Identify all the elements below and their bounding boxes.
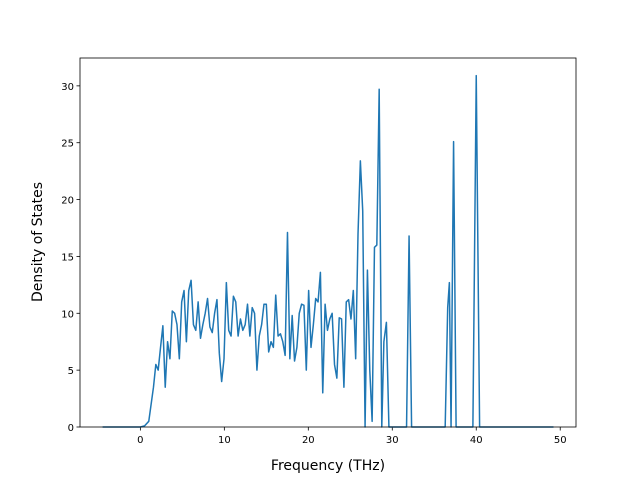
x-tick-label: 10 (218, 435, 231, 446)
x-tick-label: 0 (137, 435, 143, 446)
y-tick-label: 25 (61, 139, 74, 150)
y-tick-label: 5 (68, 366, 74, 377)
y-axis-title: Density of States (30, 182, 46, 302)
data-line (102, 74, 554, 428)
y-tick-label: 15 (61, 252, 74, 263)
y-tick-label: 10 (61, 309, 74, 320)
y-tick-label: 20 (61, 196, 74, 207)
x-tick-label: 20 (302, 435, 315, 446)
y-tick-label: 0 (68, 423, 74, 434)
x-axis-title: Frequency (THz) (271, 458, 385, 474)
plot-frame (79, 57, 577, 428)
x-tick-label: 30 (386, 435, 399, 446)
y-tick-label: 30 (61, 82, 74, 93)
x-tick-label: 50 (554, 435, 567, 446)
x-tick-label: 40 (470, 435, 483, 446)
